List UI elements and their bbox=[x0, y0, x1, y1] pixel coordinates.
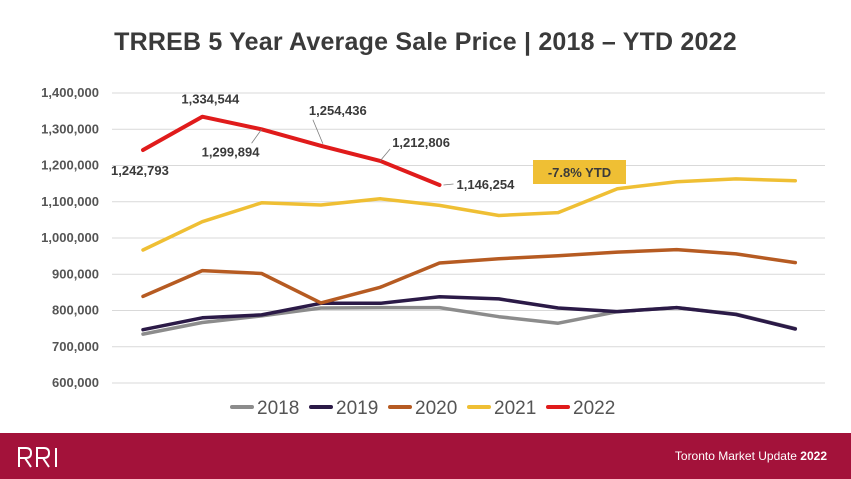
footer-caption-year: 2022 bbox=[800, 449, 827, 463]
annotation-text: -7.8% YTD bbox=[548, 165, 611, 180]
leader-line bbox=[312, 119, 324, 144]
leader-line bbox=[251, 129, 262, 144]
y-tick-label: 800,000 bbox=[52, 303, 99, 318]
legend-label-2018: 2018 bbox=[257, 398, 299, 419]
data-label: 1,299,894 bbox=[202, 144, 261, 159]
y-tick-label: 700,000 bbox=[52, 339, 99, 354]
series-line-2021 bbox=[141, 177, 798, 252]
data-label: 1,212,806 bbox=[392, 135, 450, 150]
y-tick-label: 600,000 bbox=[52, 375, 99, 390]
y-tick-label: 1,300,000 bbox=[41, 121, 99, 136]
y-tick-label: 1,400,000 bbox=[41, 85, 99, 100]
data-label: 1,242,793 bbox=[111, 163, 169, 178]
leader-line bbox=[443, 183, 454, 186]
y-tick-label: 1,100,000 bbox=[41, 194, 99, 209]
legend-label-2019: 2019 bbox=[336, 398, 378, 419]
line-chart: 600,000 700,000 800,000 900,000 1,000,000 1,1… bbox=[41, 85, 825, 419]
series-line-2022 bbox=[141, 114, 442, 187]
footer-bar: Toronto Market Update 2022 bbox=[0, 433, 851, 479]
annotation-box bbox=[533, 160, 626, 184]
chart-title: TRREB 5 Year Average Sale Price | 2018 –… bbox=[114, 28, 737, 56]
footer-caption: Toronto Market Update 2022 bbox=[675, 449, 827, 463]
y-tick-label: 1,000,000 bbox=[41, 230, 99, 245]
y-tick-label: 1,200,000 bbox=[41, 158, 99, 173]
legend-label-2021: 2021 bbox=[494, 398, 536, 419]
series-line-2019 bbox=[141, 294, 798, 332]
legend-label-2022: 2022 bbox=[573, 398, 615, 419]
series-line-2020 bbox=[141, 247, 798, 305]
y-tick-label: 900,000 bbox=[52, 266, 99, 281]
leader-line bbox=[379, 148, 391, 162]
data-label: 1,254,436 bbox=[309, 103, 367, 118]
data-label: 1,334,544 bbox=[181, 92, 240, 107]
data-label: 1,146,254 bbox=[457, 177, 516, 192]
footer-caption-regular: Toronto Market Update bbox=[674, 449, 801, 463]
legend-label-2020: 2020 bbox=[415, 398, 457, 419]
rri-logo-icon bbox=[18, 447, 57, 468]
